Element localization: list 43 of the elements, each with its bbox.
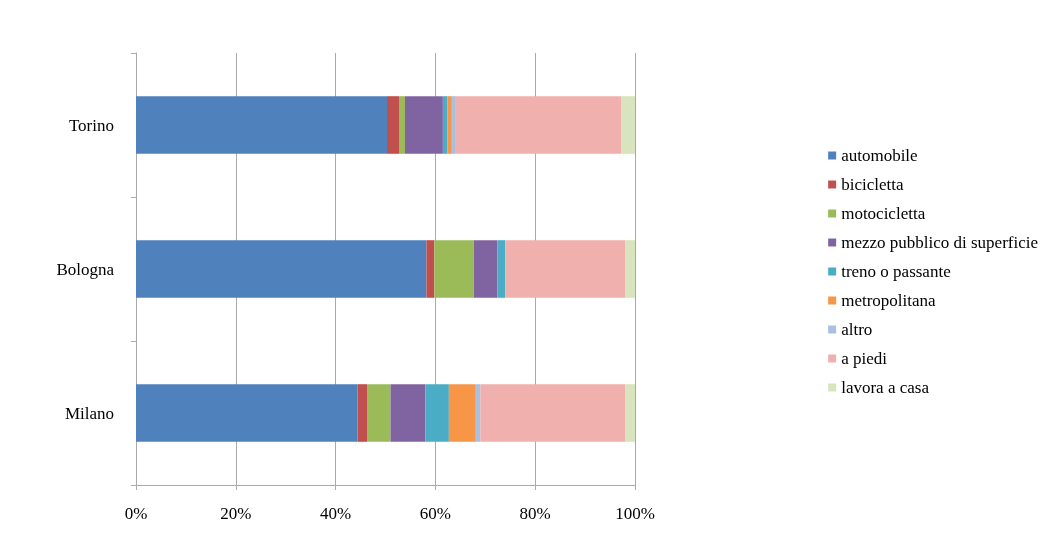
x-tick-label: 40% [320,504,352,523]
bar [434,240,474,298]
y-tick-label: Milano [64,403,114,423]
x-tick-label: 60% [419,504,451,523]
bar [390,384,426,442]
bar [625,384,635,442]
legend-label: lavora a casa [841,378,930,397]
x-tick-label: 100% [615,504,655,523]
bar [404,96,443,154]
bar [357,384,368,442]
x-tick-label: 0% [124,504,148,523]
bar [480,384,626,442]
bar [497,240,506,298]
legend-label: mezzo pubblico di superficie [841,233,1039,252]
bar [621,96,635,154]
bar [475,384,481,442]
x-tick-label: 80% [519,504,551,523]
bar [387,96,399,154]
y-tick-label: Torino [68,115,114,135]
bar [136,384,358,442]
bar [398,96,405,154]
bar [455,96,622,154]
legend-label: metropolitana [841,291,937,310]
bar [136,96,387,154]
bar [136,240,427,298]
bar [425,384,449,442]
bar [505,240,626,298]
y-tick-label: Bologna [56,259,115,279]
legend-label: a piedi [841,349,888,368]
bar [367,384,391,442]
bar [442,96,448,154]
bar [448,384,476,442]
legend-label: altro [841,320,873,339]
bar [451,96,456,154]
bar [473,240,498,298]
legend-label: automobile [841,146,918,165]
legend-label: motocicletta [841,204,926,223]
x-tick-label: 20% [220,504,252,523]
bar [447,96,452,154]
legend-label: treno o passante [841,262,951,281]
legend-label: bicicletta [841,175,904,194]
bar [426,240,435,298]
bar [625,240,635,298]
